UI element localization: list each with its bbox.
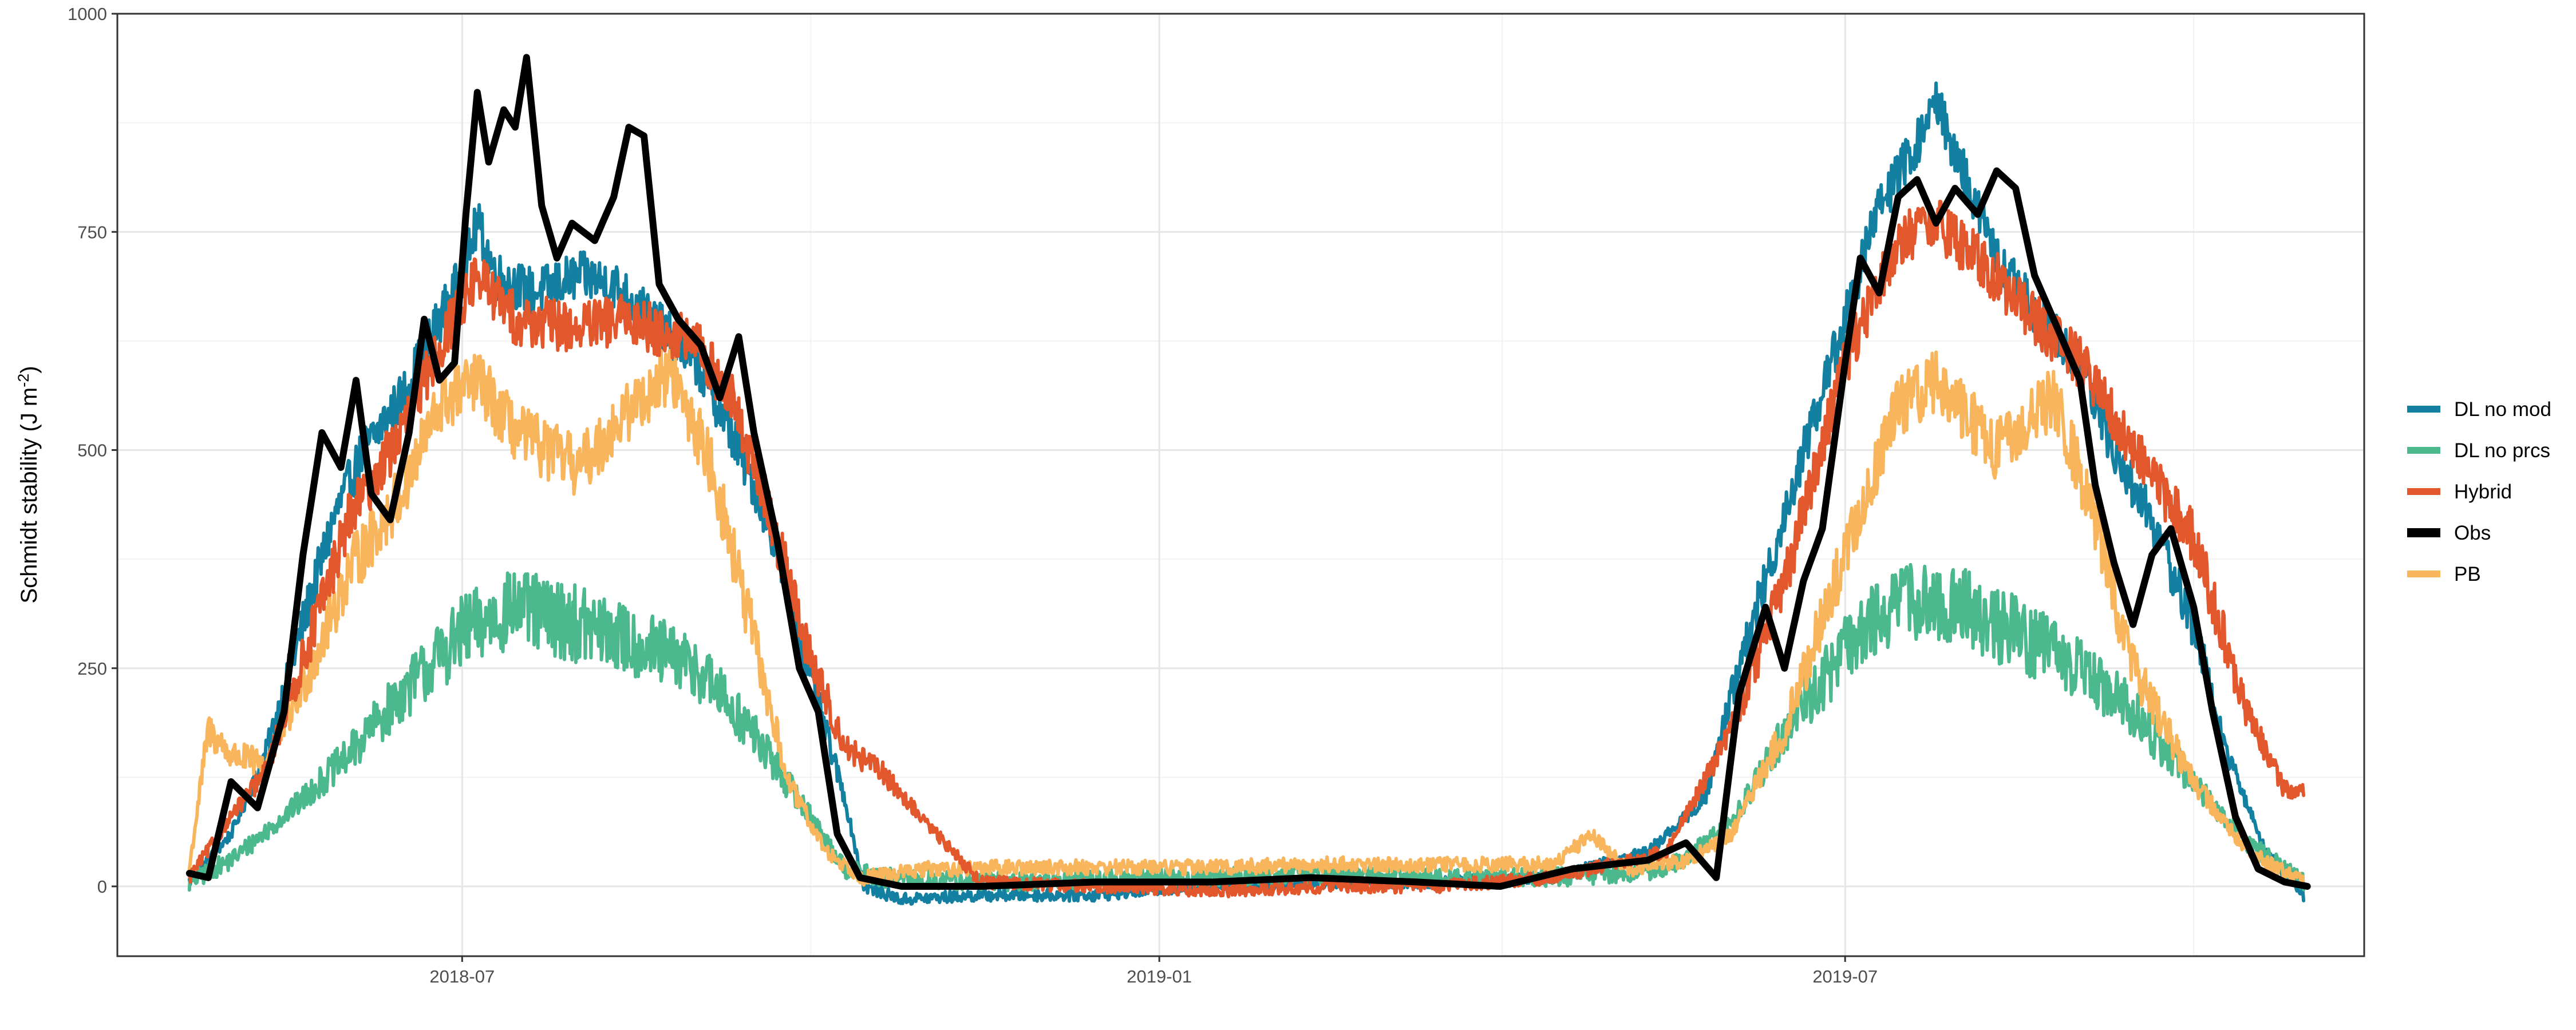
- legend-label: Obs: [2454, 522, 2491, 544]
- y-tick-label: 0: [97, 877, 107, 897]
- y-axis-title-superscript: -2: [15, 374, 32, 387]
- plot-panel: [117, 14, 2364, 956]
- y-tick-label: 750: [77, 222, 107, 242]
- y-axis-title-suffix: ): [17, 366, 42, 373]
- series-line-dl-no-prcs: [187, 562, 2306, 893]
- y-axis-title-main: Schmidt stability (J m: [17, 387, 42, 604]
- legend: DL no mod DL no prcs Hybrid Obs PB: [2407, 398, 2551, 585]
- series-layer: [185, 54, 2311, 906]
- series-line-obs: [185, 54, 2311, 890]
- y-tick-label: 1000: [68, 4, 107, 24]
- y-tick-label: 500: [77, 441, 107, 461]
- x-axis: 2018-07 2019-01 2019-07: [429, 956, 1878, 987]
- legend-label: Hybrid: [2454, 481, 2512, 503]
- x-tick-label: 2019-07: [1812, 966, 1878, 987]
- legend-label: PB: [2454, 563, 2481, 585]
- grid-minor: [117, 14, 2364, 956]
- series-line-pb: [187, 348, 2306, 889]
- y-axis-title: Schmidt stability (J m-2): [15, 366, 42, 603]
- x-tick-label: 2019-01: [1127, 966, 1192, 987]
- legend-label: DL no mod: [2454, 398, 2551, 421]
- legend-label: DL no prcs: [2454, 439, 2550, 462]
- y-axis: 0 250 500 750 1000: [68, 4, 117, 897]
- y-tick-label: 250: [77, 659, 107, 679]
- x-tick-label: 2018-07: [429, 966, 495, 987]
- series-line-hybrid: [187, 200, 2306, 898]
- plot-border: [116, 13, 2365, 957]
